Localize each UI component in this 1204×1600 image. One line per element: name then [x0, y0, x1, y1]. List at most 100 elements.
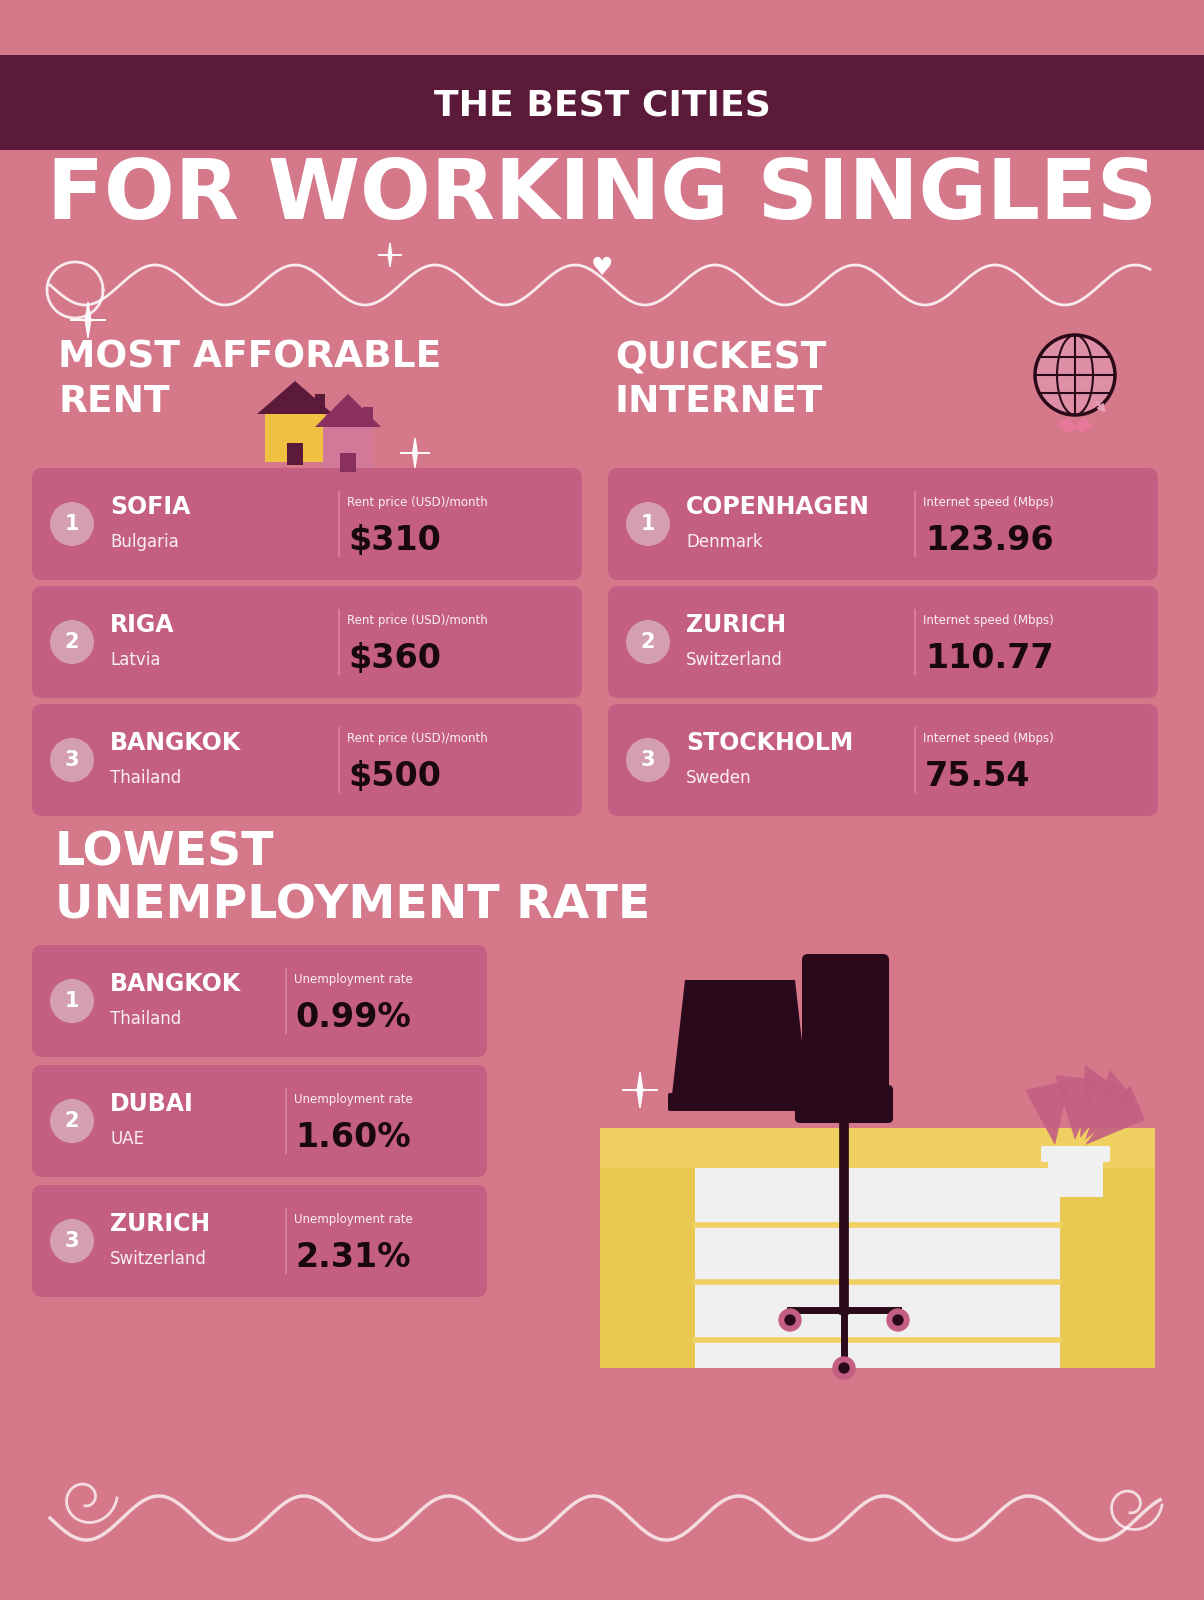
FancyBboxPatch shape [323, 427, 373, 469]
Ellipse shape [51, 979, 94, 1022]
Text: Denmark: Denmark [686, 533, 762, 552]
Text: MOST AFFORABLE
RENT: MOST AFFORABLE RENT [58, 341, 441, 421]
Text: Internet speed (Mbps): Internet speed (Mbps) [922, 496, 1054, 509]
Polygon shape [1055, 1075, 1100, 1139]
Polygon shape [622, 1072, 659, 1107]
Text: Thailand: Thailand [110, 770, 182, 787]
Text: QUICKEST
INTERNET: QUICKEST INTERNET [615, 341, 826, 421]
FancyBboxPatch shape [33, 1066, 486, 1178]
Text: 0.99%: 0.99% [296, 1002, 412, 1034]
Text: 2: 2 [65, 632, 79, 653]
Text: Switzerland: Switzerland [686, 651, 783, 669]
Circle shape [779, 1309, 801, 1331]
Text: $360: $360 [349, 642, 442, 675]
Text: 1.60%: 1.60% [296, 1122, 412, 1154]
Text: ♥: ♥ [591, 256, 613, 280]
Ellipse shape [51, 1219, 94, 1262]
Text: 3: 3 [65, 750, 79, 770]
Circle shape [893, 1315, 903, 1325]
Ellipse shape [626, 738, 669, 782]
FancyBboxPatch shape [287, 443, 303, 466]
Circle shape [833, 1357, 855, 1379]
Text: SOFIA: SOFIA [110, 496, 190, 520]
Text: BANGKOK: BANGKOK [110, 973, 241, 997]
Polygon shape [315, 394, 380, 427]
FancyBboxPatch shape [33, 704, 582, 816]
Text: Unemployment rate: Unemployment rate [294, 1093, 412, 1106]
FancyBboxPatch shape [600, 1168, 695, 1368]
Text: 3: 3 [65, 1230, 79, 1251]
Text: LOWEST
UNEMPLOYMENT RATE: LOWEST UNEMPLOYMENT RATE [55, 830, 650, 928]
Text: UAE: UAE [110, 1131, 144, 1149]
Text: 110.77: 110.77 [925, 642, 1054, 675]
Text: 1: 1 [65, 990, 79, 1011]
FancyBboxPatch shape [33, 467, 582, 579]
Text: 75.54: 75.54 [925, 760, 1031, 794]
FancyBboxPatch shape [1047, 1155, 1103, 1197]
Ellipse shape [51, 502, 94, 546]
Text: STOCKHOLM: STOCKHOLM [686, 731, 854, 755]
FancyBboxPatch shape [1041, 1146, 1110, 1162]
Polygon shape [1085, 1085, 1145, 1146]
Text: 2.31%: 2.31% [296, 1242, 411, 1274]
Polygon shape [1080, 1066, 1120, 1138]
FancyBboxPatch shape [695, 1168, 1060, 1368]
Text: 1: 1 [641, 514, 655, 534]
Text: Sweden: Sweden [686, 770, 751, 787]
Text: 3: 3 [641, 750, 655, 770]
Text: ZURICH: ZURICH [110, 1213, 211, 1237]
FancyBboxPatch shape [608, 704, 1158, 816]
Text: Rent price (USD)/month: Rent price (USD)/month [347, 733, 488, 746]
FancyBboxPatch shape [265, 414, 325, 462]
FancyBboxPatch shape [1060, 1168, 1155, 1368]
FancyBboxPatch shape [340, 453, 356, 472]
Text: Unemployment rate: Unemployment rate [294, 1213, 412, 1226]
FancyBboxPatch shape [608, 586, 1158, 698]
Polygon shape [672, 979, 808, 1094]
Polygon shape [1058, 418, 1092, 432]
Circle shape [785, 1315, 795, 1325]
Text: ZURICH: ZURICH [686, 613, 786, 637]
FancyBboxPatch shape [668, 1093, 811, 1110]
Polygon shape [256, 381, 334, 414]
Text: 1: 1 [65, 514, 79, 534]
FancyBboxPatch shape [33, 946, 486, 1058]
Text: RIGA: RIGA [110, 613, 175, 637]
Text: Switzerland: Switzerland [110, 1251, 207, 1269]
Polygon shape [378, 243, 402, 267]
Ellipse shape [51, 619, 94, 664]
Circle shape [887, 1309, 909, 1331]
Circle shape [1035, 334, 1115, 414]
Text: Thailand: Thailand [110, 1011, 182, 1029]
Text: 2: 2 [641, 632, 655, 653]
FancyBboxPatch shape [362, 406, 373, 421]
Text: DUBAI: DUBAI [110, 1093, 194, 1117]
FancyBboxPatch shape [33, 1186, 486, 1298]
Text: THE BEST CITIES: THE BEST CITIES [433, 88, 771, 122]
Polygon shape [846, 1032, 873, 1058]
Ellipse shape [51, 738, 94, 782]
Text: FOR WORKING SINGLES: FOR WORKING SINGLES [47, 155, 1157, 235]
Polygon shape [400, 438, 430, 467]
Text: Latvia: Latvia [110, 651, 160, 669]
Polygon shape [1085, 1070, 1135, 1139]
Circle shape [839, 1363, 849, 1373]
FancyBboxPatch shape [315, 394, 325, 408]
Text: BANGKOK: BANGKOK [110, 731, 241, 755]
FancyBboxPatch shape [33, 586, 582, 698]
Text: Internet speed (Mbps): Internet speed (Mbps) [922, 614, 1054, 627]
FancyBboxPatch shape [795, 1085, 893, 1123]
Text: Rent price (USD)/month: Rent price (USD)/month [347, 496, 488, 509]
Text: 123.96: 123.96 [925, 525, 1054, 557]
Text: Rent price (USD)/month: Rent price (USD)/month [347, 614, 488, 627]
FancyBboxPatch shape [802, 954, 889, 1096]
Text: $500: $500 [349, 760, 442, 794]
Text: Internet speed (Mbps): Internet speed (Mbps) [922, 733, 1054, 746]
Text: Bulgaria: Bulgaria [110, 533, 178, 552]
Polygon shape [1025, 1080, 1070, 1146]
FancyBboxPatch shape [608, 467, 1158, 579]
Text: 2: 2 [65, 1110, 79, 1131]
Text: COPENHAGEN: COPENHAGEN [686, 496, 869, 520]
Text: Unemployment rate: Unemployment rate [294, 973, 412, 986]
Polygon shape [70, 302, 106, 338]
